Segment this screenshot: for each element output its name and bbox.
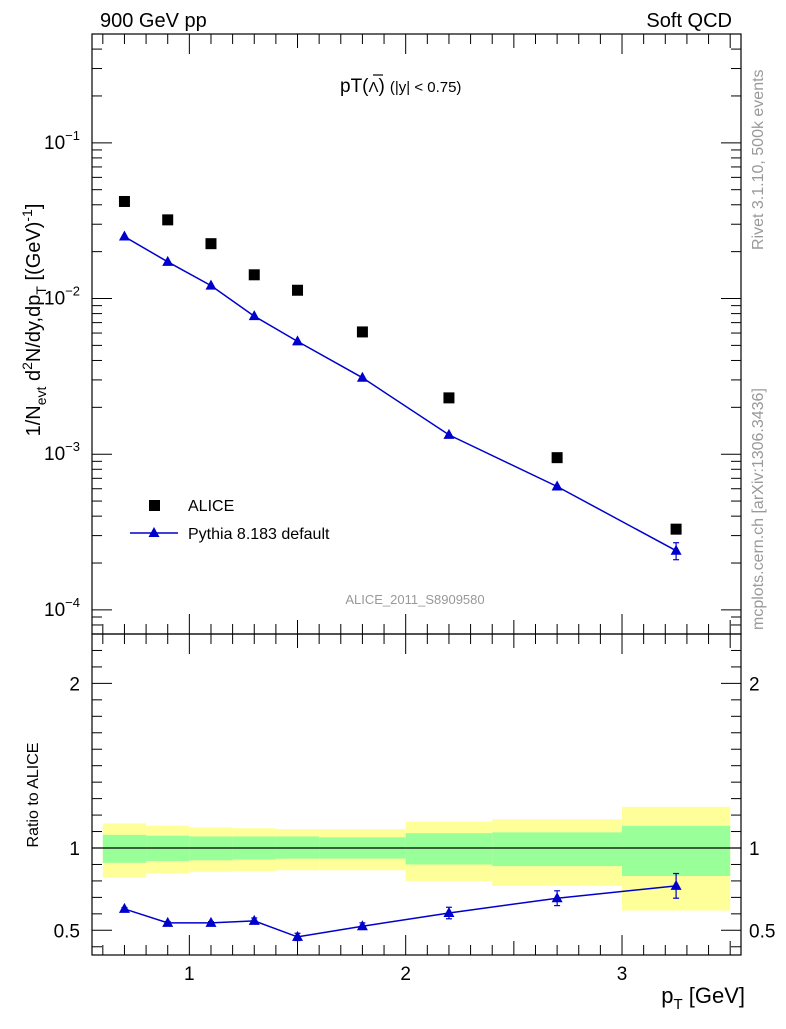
alice-point (205, 238, 217, 250)
legend-alice-marker (149, 500, 160, 511)
ratio-point (443, 907, 455, 918)
pythia-point (670, 544, 682, 555)
alice-point (118, 195, 130, 207)
legend-pythia-marker (148, 527, 160, 537)
alice-point (248, 269, 260, 281)
x-axis-label: pT [GeV] (661, 983, 745, 1013)
main-frame (91, 33, 742, 635)
main-marks (118, 195, 682, 561)
ratio-y-tick-label-right: 2 (749, 674, 760, 695)
ratio-point (670, 879, 682, 890)
header-right: Soft QCD (646, 10, 732, 32)
ratio-y-tick-label-right: 0.5 (749, 921, 775, 942)
title-close: ) (379, 76, 385, 97)
ratio-line (124, 885, 677, 938)
ratio-point (551, 892, 563, 903)
ratio-bands (92, 806, 741, 911)
ratio-y-tick-label-right: 1 (749, 839, 760, 860)
main-y-tick-label: 10−4 (44, 595, 80, 621)
pythia-point (205, 279, 217, 290)
legend-alice-label: ALICE (188, 498, 234, 515)
ratio-point (162, 916, 174, 927)
ratio-y-tick-label-left: 0.5 (54, 921, 80, 942)
main-y-tick-label: 10−2 (44, 284, 80, 310)
alice-point (162, 214, 174, 226)
ratio-axes: 0.5 0.5 1 1 2 2 1 2 3 (54, 633, 775, 985)
ratio-green-band (102, 834, 147, 863)
main-y-tick-label: 10−1 (44, 128, 80, 154)
pythia-point (162, 255, 174, 266)
ratio-y-tick-label-left: 2 (69, 674, 80, 695)
pythia-point (443, 428, 455, 439)
alice-point (670, 523, 682, 535)
alice-point (356, 326, 368, 338)
main-title: pT(Λ) (|y| < 0.75) (340, 76, 461, 97)
rivet-label: Rivet 3.1.10, 500k events (750, 69, 767, 250)
alice-point (292, 284, 304, 296)
pythia-point (292, 335, 304, 346)
ratio-x-tick-label: 1 (184, 964, 195, 985)
ratio-point (356, 920, 368, 931)
pythia-point (551, 480, 563, 491)
ratio-point (248, 914, 260, 925)
ratio-ylabel: Ratio to ALICE (25, 743, 42, 848)
main-axes: 10−1 10−2 10−3 10−4 (44, 33, 742, 635)
pythia-point (248, 310, 260, 321)
main-ylabel: 1/Nevt d2N/dy,dpT [(GeV)-1] (19, 204, 49, 437)
title-cut: (|y| < 0.75) (390, 79, 462, 96)
legend-pythia-label: Pythia 8.183 default (188, 526, 330, 543)
ratio-green-band (492, 832, 623, 867)
legend: ALICE Pythia 8.183 default (130, 498, 330, 543)
pythia-point (356, 371, 368, 382)
ratio-green-band (405, 833, 493, 865)
title-main: pT( (340, 76, 369, 97)
main-y-tick-label: 10−3 (44, 439, 80, 465)
ratio-point (205, 916, 217, 927)
alice-point (551, 452, 563, 464)
analysis-tag: ALICE_2011_S8909580 (345, 592, 484, 607)
alice-point (443, 392, 455, 404)
ratio-y-tick-label-left: 1 (69, 839, 80, 860)
ratio-point (118, 902, 130, 913)
ratio-frame (91, 633, 742, 956)
ratio-x-tick-label: 2 (400, 964, 411, 985)
title-lambda: Λ (369, 79, 379, 96)
ratio-green-band (622, 825, 731, 876)
header-left: 900 GeV pp (100, 10, 207, 32)
ratio-x-tick-label: 3 (617, 964, 628, 985)
ratio-point (292, 930, 304, 941)
mcplots-label: mcplots.cern.ch [arXiv:1306.3436] (750, 388, 767, 630)
pythia-point (118, 230, 130, 241)
ratio-marks (118, 872, 682, 942)
